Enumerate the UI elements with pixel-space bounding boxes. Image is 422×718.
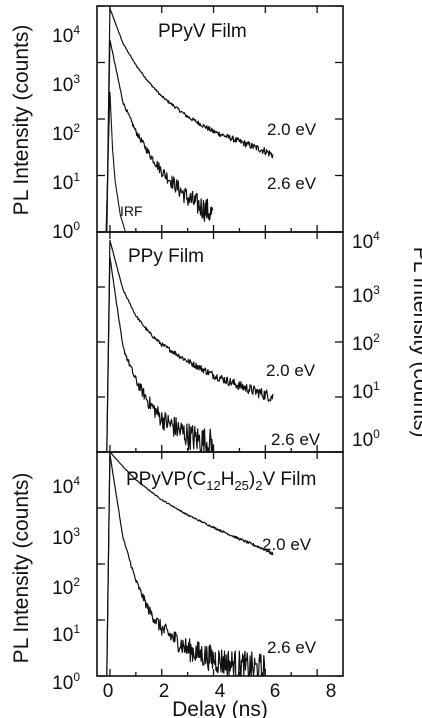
y-axis-title-bottom: PL Intensity (counts): [10, 473, 33, 664]
panel-1-title: PPyV Film: [158, 21, 247, 42]
panel-1-ytick-label: 102: [52, 121, 80, 145]
y-axis-title-middle: PL Intensity (counts): [409, 247, 422, 438]
x-tick-label: 6: [270, 681, 281, 702]
panel-1-trace-2.0ev: [106, 7, 274, 233]
panel-2-trace-2.0ev: [106, 239, 274, 453]
panel-2-ytick-label: 100: [352, 427, 380, 451]
x-tick-labels: 0 2 4 6 8: [103, 681, 337, 702]
panel-1-label-2.0ev: 2.0 eV: [267, 120, 317, 139]
panel-3-ytick-label: 100: [52, 670, 80, 694]
panel-1-label-2.6ev: 2.6 eV: [267, 174, 317, 193]
panel-ppy: PPy Film 2.0 eV 2.6 eV 104 103 102 101 1…: [96, 229, 380, 453]
panel-ppyv: PPyV Film 2.0 eV 2.6 eV IRF 104 103 102 …: [52, 5, 344, 243]
panel-2-label-2.6ev: 2.6 eV: [271, 430, 321, 449]
panel-ppyvp: PPyVP(C12H25)2V Film 2.0 eV 2.6 eV 104 1…: [52, 451, 344, 702]
panel-2-ytick-label: 101: [352, 379, 380, 403]
panel-1-trace-2.6ev: [106, 39, 214, 233]
panel-2-ytick-labels: 104 103 102 101 100: [352, 229, 380, 451]
x-tick-label: 8: [326, 681, 337, 702]
panel-3-trace-2.0ev: [106, 451, 274, 677]
panel-1-ytick-labels: 104 103 102 101 100: [52, 23, 80, 243]
x-tick-label: 4: [215, 681, 226, 702]
panel-1-ytick-label: 103: [52, 72, 80, 96]
x-axis-title: Delay (ns): [172, 698, 268, 718]
panel-1-trace-irf: [105, 91, 126, 233]
panel-3-ytick-label: 104: [52, 474, 80, 498]
panel-2-marks: [97, 231, 343, 453]
panel-3-ytick-label: 102: [52, 575, 80, 599]
panel-3-label-2.6ev: 2.6 eV: [267, 638, 317, 657]
panel-3-marks: [97, 451, 343, 677]
panel-1-ytick-label: 101: [52, 170, 80, 194]
panel-1-ytick-label: 104: [52, 23, 80, 47]
panel-2-trace-2.6ev: [106, 256, 214, 453]
panel-2-label-2.0ev: 2.0 eV: [266, 361, 316, 380]
panel-3-ytick-label: 101: [52, 622, 80, 646]
y-axis-title-top: PL Intensity (counts): [10, 25, 33, 216]
panel-1-label-irf: IRF: [120, 203, 143, 219]
panel-3-title: PPyVP(C12H25)2V Film: [126, 469, 316, 493]
x-tick-label: 0: [103, 681, 114, 702]
panel-3-ytick-labels: 104 103 102 101 100: [52, 474, 80, 694]
panel-2-title: PPy Film: [128, 246, 204, 267]
panel-2-ytick-label: 103: [352, 283, 380, 307]
panel-3-ytick-label: 103: [52, 525, 80, 549]
panel-2-ytick-label: 104: [352, 229, 380, 253]
panel-3-trace-2.6ev: [106, 454, 266, 677]
panel-2-ytick-label: 102: [352, 331, 380, 355]
panel-1-ytick-label: 100: [52, 219, 80, 243]
x-tick-label: 2: [159, 681, 170, 702]
panel-3-label-2.0ev: 2.0 eV: [262, 535, 312, 554]
